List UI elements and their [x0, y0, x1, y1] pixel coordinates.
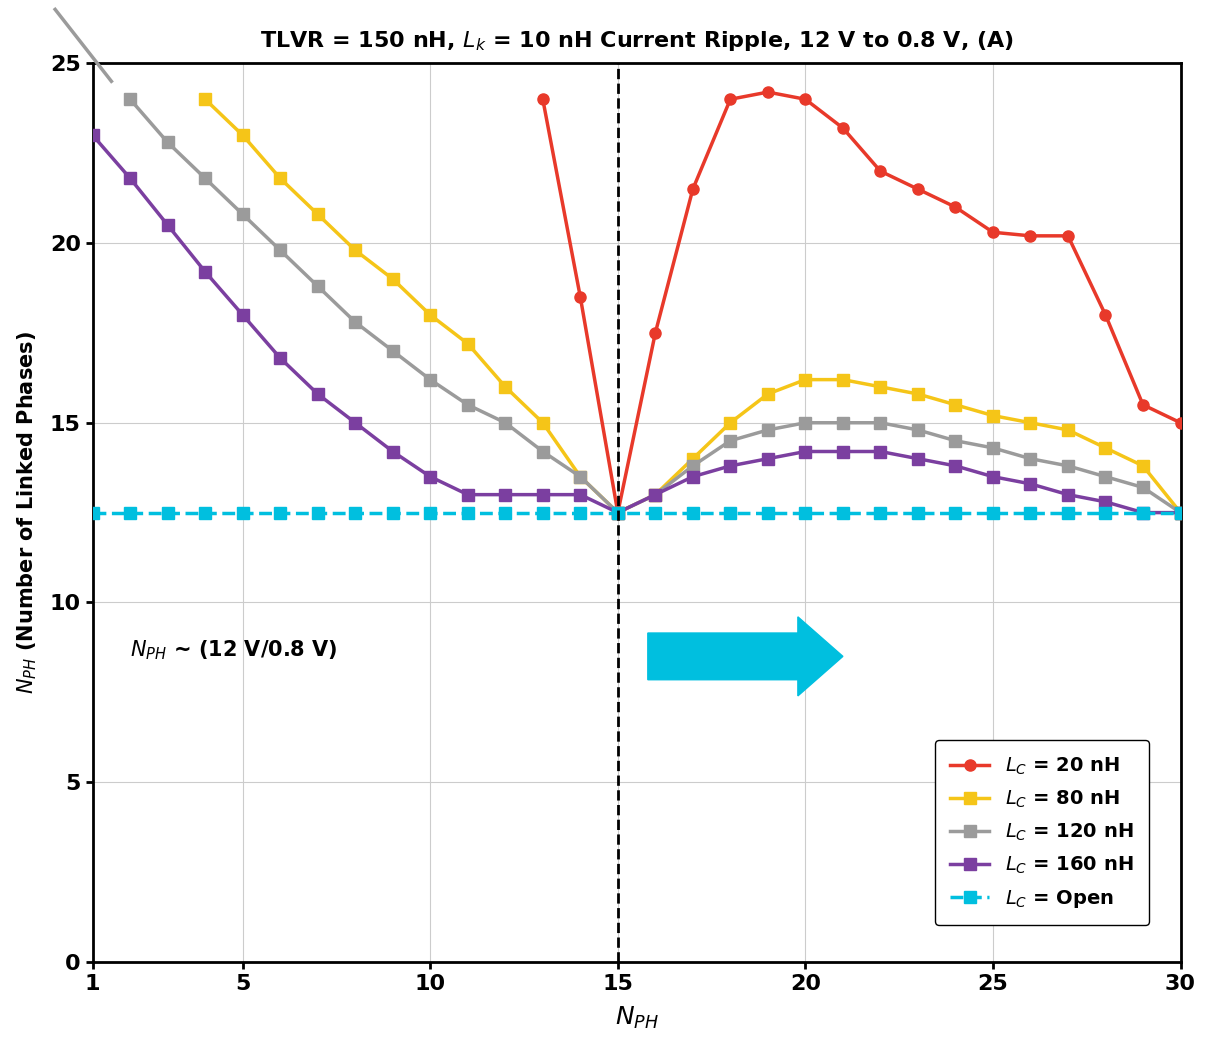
Legend: $L_C$ = 20 nH, $L_C$ = 80 nH, $L_C$ = 120 nH, $L_C$ = 160 nH, $L_C$ = Open: $L_C$ = 20 nH, $L_C$ = 80 nH, $L_C$ = 12…	[935, 741, 1149, 926]
X-axis label: $N_{PH}$: $N_{PH}$	[615, 1005, 659, 1031]
FancyArrow shape	[648, 617, 843, 696]
Y-axis label: $N_{PH}$ (Number of Linked Phases): $N_{PH}$ (Number of Linked Phases)	[15, 332, 39, 695]
Title: TLVR = 150 nH, $L_k$ = 10 nH Current Ripple, 12 V to 0.8 V, (A): TLVR = 150 nH, $L_k$ = 10 nH Current Rip…	[259, 28, 1014, 52]
Text: $N_{PH}$ ~ (12 V/0.8 V): $N_{PH}$ ~ (12 V/0.8 V)	[130, 638, 338, 662]
